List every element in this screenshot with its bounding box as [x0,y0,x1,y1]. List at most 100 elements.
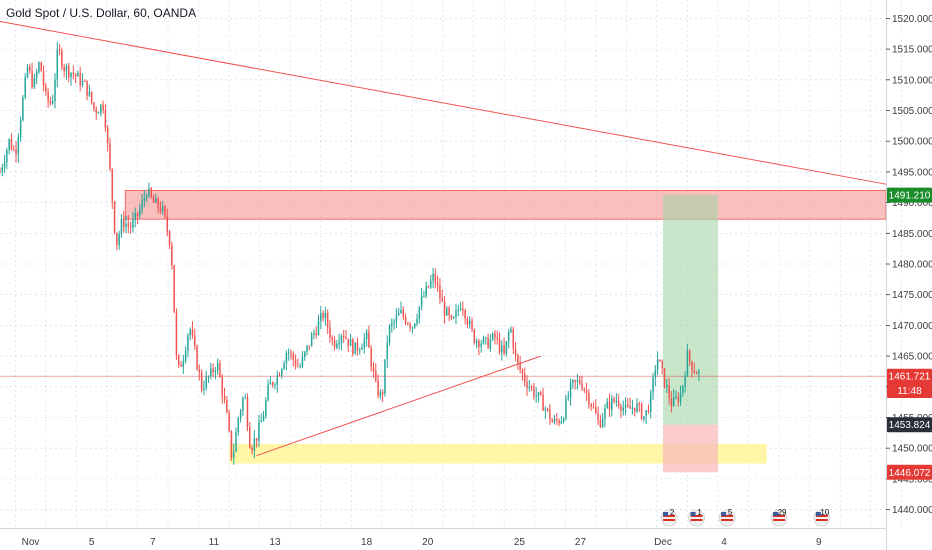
candle-body [572,380,574,383]
candle-body [244,397,246,399]
candle-body [420,296,423,307]
candle-body [3,162,6,168]
candle-body [633,407,636,412]
candle-body [652,377,654,393]
candle-body [407,323,409,325]
candle-body [326,312,329,328]
y-tick-label: 1480.000 [892,260,932,271]
event-count: 1 [697,508,702,517]
candle-body [22,97,24,121]
candle-body [297,365,299,367]
x-tick-label: 4 [721,537,727,548]
uptrend-line[interactable] [256,355,541,457]
candle-body [436,283,439,286]
us-flag-event-icon[interactable]: 2 [660,508,678,527]
candle-body [269,382,272,385]
candle-body [452,317,455,319]
candle-body [320,312,322,322]
candle-body [381,391,384,395]
candle-body [654,370,657,378]
candle-body [249,427,251,448]
candle-body [620,405,622,411]
us-flag-event-icon[interactable]: 29 [770,508,788,527]
candle-body [173,265,175,313]
price-tag [887,382,932,398]
y-tick-label: 1505.000 [892,106,932,117]
candle-body [439,285,441,299]
us-flag-event-icon[interactable]: 10 [813,508,831,527]
candle-body [425,286,427,297]
candle-body [384,359,386,395]
price-tag-label: 1461.721 [889,372,931,383]
candle-body [356,342,359,351]
downtrend-line[interactable] [0,20,887,185]
candle-body [216,363,219,371]
candle-body [141,200,143,210]
candle-body [88,91,91,96]
candle-body [262,416,265,422]
time-axis[interactable]: Nov 5 7 11 13 18 20 25 27 Dec 4 9 [22,537,822,548]
candle-body [361,347,363,350]
candle-body [324,312,327,319]
candle-body [287,352,290,354]
candle-body [551,420,553,423]
candle-body [317,321,320,335]
candle-body [517,354,519,363]
candle-body [212,368,214,373]
flag-stripe [663,515,676,517]
flag-stripe [690,515,703,517]
candle-body [375,371,377,381]
candle-body [466,319,469,325]
us-flag-event-icon[interactable]: 5 [718,508,736,527]
candle-body [72,72,75,75]
candle-body [535,395,537,397]
candle-body [49,100,52,104]
candle-body [74,74,77,77]
candle-body [659,359,661,362]
candle-body [157,198,159,208]
candle-body [6,150,8,163]
candle-body [122,218,125,228]
candle-body [464,310,466,320]
price-tag [887,187,932,203]
candle-body [459,308,462,310]
candlestick-series [0,41,700,465]
candle-body [402,310,405,317]
candle-body [292,353,295,360]
candle-body [624,404,627,408]
candle-body [498,338,501,353]
candle-body [329,327,331,339]
price-tag-label: 11:48 [897,386,922,397]
candle-body [304,351,306,357]
candle-body [471,320,473,330]
candle-body [166,216,169,232]
candle-body [81,80,84,86]
us-flag-event-icon[interactable]: 1 [688,508,705,527]
candle-body [265,400,267,417]
y-tick-label: 1450.000 [892,444,932,455]
candle-body [432,273,434,281]
candle-body [84,80,86,82]
candle-body [562,418,565,422]
candle-body [164,206,166,217]
candle-body [615,400,618,402]
candle-body [468,320,471,325]
candle-body [455,310,457,318]
candle-body [191,329,194,336]
candle-body [246,397,249,428]
candle-body [283,363,285,370]
flag-stripe [690,519,703,521]
flag-stripe [773,519,786,521]
candle-body [86,80,88,96]
candle-body [400,310,402,313]
economic-events[interactable]: 2 1 5 29 10 [660,508,831,527]
x-tick-label: 27 [575,537,587,548]
candle-body [530,387,533,389]
candle-body [42,71,45,86]
candle-body [187,335,189,351]
candle-body [347,338,350,346]
candle-body [645,410,647,417]
trend-lines[interactable] [0,20,887,457]
flag-stripe [815,515,828,517]
